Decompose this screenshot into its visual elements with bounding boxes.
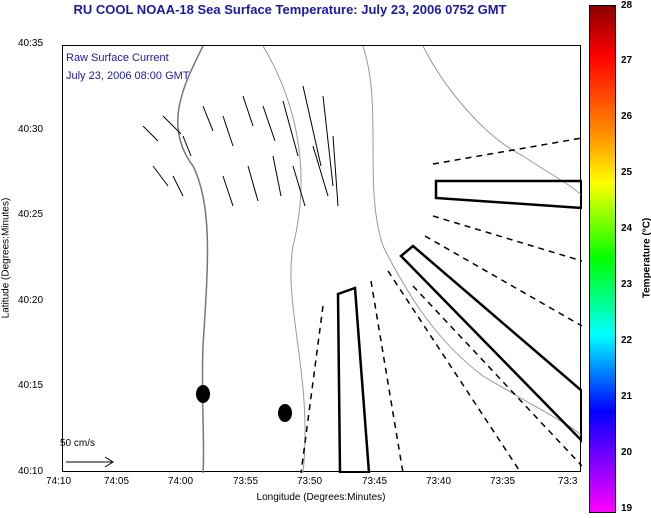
y-tick: 40:10	[18, 466, 44, 477]
y-tick: 40:20	[18, 295, 44, 306]
y-tick: 40:15	[18, 380, 44, 391]
page-title: RU COOL NOAA-18 Sea Surface Temperature:…	[73, 2, 507, 17]
dashed-line	[432, 137, 583, 165]
x-tick: 73:55	[233, 476, 259, 487]
buoy-marker	[196, 385, 210, 403]
x-tick: 73:50	[297, 476, 323, 487]
colorbar-tick: 19	[621, 503, 633, 514]
x-tick: 74:05	[104, 476, 130, 487]
dashed-line	[412, 285, 583, 467]
dashed-line	[424, 235, 583, 327]
x-axis-label: Longitude (Degrees:Minutes)	[256, 492, 386, 503]
colorbar-tick: 20	[621, 447, 633, 458]
map-canvas	[66, 45, 584, 475]
y-tick: 40:30	[18, 124, 44, 135]
shipping-lane-top	[434, 179, 584, 210]
colorbar-tick: 27	[621, 55, 633, 66]
legend-line-1: Raw Surface Current	[66, 52, 169, 64]
scale-label: 50 cm/s	[60, 438, 96, 449]
x-tick: 74:00	[168, 476, 194, 487]
colorbar-tick: 23	[621, 279, 633, 290]
y-axis-label: Latitude (Degrees:Minutes)	[0, 197, 12, 319]
y-tick: 40:25	[18, 209, 44, 220]
colorbar-tick: 21	[621, 391, 633, 402]
dashed-line	[370, 280, 404, 474]
dashed-line	[300, 305, 324, 474]
contour-line	[362, 45, 583, 437]
x-tick: 73:3	[558, 476, 578, 487]
colorbar-tick: 28	[621, 0, 633, 11]
colorbar-tick: 24	[621, 223, 633, 234]
coastline	[177, 45, 209, 474]
contour-line	[262, 45, 306, 474]
buoy-marker	[278, 404, 292, 422]
dashed-line	[432, 215, 583, 262]
legend-line-2: July 23, 2006 08:00 GMT	[66, 70, 190, 82]
x-tick: 74:10	[46, 476, 72, 487]
contour-line	[422, 45, 583, 197]
current-vectors	[142, 85, 339, 207]
scale-arrowhead	[104, 456, 114, 468]
x-tick: 73:45	[362, 476, 388, 487]
shipping-lane-diagonal	[399, 244, 584, 445]
temperature-colorbar	[589, 5, 616, 513]
colorbar-tick: 26	[621, 111, 633, 122]
colorbar-tick: 22	[621, 335, 633, 346]
map-plot	[62, 45, 584, 475]
x-tick: 73:35	[490, 476, 516, 487]
colorbar-label: Temperature (°C)	[641, 217, 651, 299]
shipping-lane-vertical	[336, 286, 371, 475]
colorbar-tick: 25	[621, 167, 633, 178]
y-tick: 40:35	[18, 38, 44, 49]
x-tick: 73:40	[426, 476, 452, 487]
dashed-line	[387, 270, 522, 474]
